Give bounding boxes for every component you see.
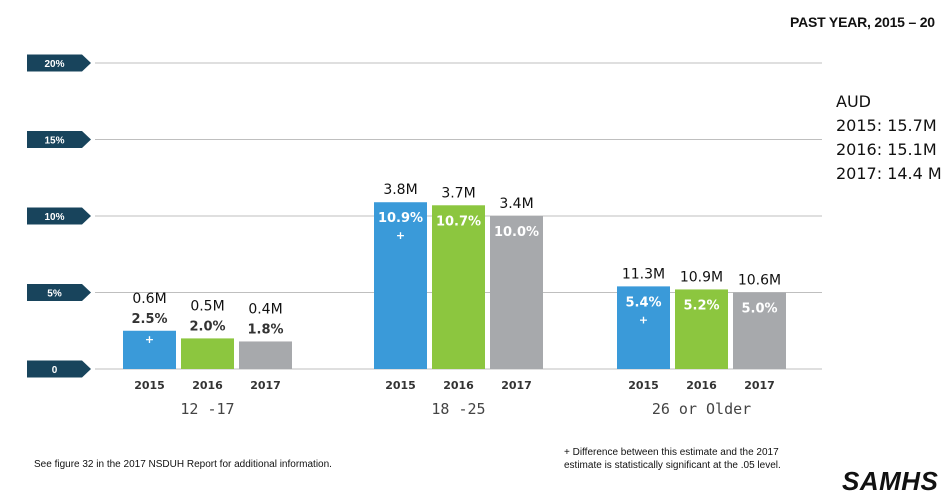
- samhsa-logo: SAMHS: [842, 466, 939, 496]
- footnote-significance: + Difference between this estimate and t…: [564, 447, 781, 471]
- bar-0-2017: [239, 341, 292, 369]
- y-tick-label-2: 10%: [44, 212, 64, 223]
- y-tick-badge-2: [27, 207, 82, 225]
- y-tick-badge-arrow-0: [82, 360, 91, 378]
- group-label-1: 18 -25: [431, 400, 485, 418]
- pct-label-1-2017: 10.0%: [494, 225, 539, 240]
- y-tick-badge-arrow-2: [82, 207, 91, 225]
- count-label-2-2017: 10.6M: [738, 273, 781, 289]
- x-year-label-0-2017: 2017: [250, 379, 281, 392]
- bar-0-2016: [181, 338, 234, 369]
- bar-0-2015: [123, 330, 176, 369]
- y-tick-badge-arrow-4: [82, 54, 91, 72]
- x-year-label-0-2016: 2016: [192, 379, 223, 392]
- pct-label-0-2017: 1.8%: [247, 322, 283, 337]
- y-tick-badge-4: [27, 54, 82, 72]
- footnote-report-reference: See figure 32 in the 2017 NSDUH Report f…: [34, 459, 332, 470]
- y-tick-label-3: 15%: [44, 136, 64, 147]
- significance-marker-0-2015: +: [145, 333, 154, 346]
- pct-label-1-2015: 10.9%: [378, 211, 423, 226]
- pct-label-2-2015: 5.4%: [625, 295, 661, 310]
- bar-2-2015: [617, 286, 670, 369]
- bar-2-2017: [733, 292, 786, 369]
- aud-line-2016: 2016: 15.1M: [836, 140, 937, 159]
- aud-title: AUD: [836, 92, 871, 111]
- x-year-label-1-2017: 2017: [501, 379, 532, 392]
- count-label-2-2015: 11.3M: [622, 266, 665, 282]
- count-label-0-2016: 0.5M: [190, 298, 224, 314]
- count-label-0-2015: 0.6M: [132, 291, 166, 307]
- y-tick-badge-1: [27, 284, 82, 301]
- bar-1-2015: [374, 202, 427, 369]
- x-year-label-1-2015: 2015: [385, 379, 416, 392]
- y-tick-label-4: 20%: [44, 59, 64, 70]
- count-label-2-2016: 10.9M: [680, 269, 723, 285]
- bar-1-2016: [432, 205, 485, 369]
- count-label-1-2015: 3.8M: [383, 182, 417, 198]
- bar-2-2016: [675, 289, 728, 369]
- aud-line-2015: 2015: 15.7M: [836, 116, 937, 135]
- x-year-label-2-2015: 2015: [628, 379, 659, 392]
- y-tick-label-0: 0: [52, 365, 58, 376]
- significance-marker-1-2015: +: [396, 229, 405, 242]
- count-label-0-2017: 0.4M: [248, 301, 282, 317]
- group-label-0: 12 -17: [180, 400, 234, 418]
- x-year-label-1-2016: 2016: [443, 379, 474, 392]
- x-year-label-0-2015: 2015: [134, 379, 165, 392]
- y-tick-badge-3: [27, 131, 82, 148]
- y-tick-badge-arrow-3: [82, 131, 91, 148]
- y-tick-label-1: 5%: [47, 289, 62, 300]
- count-label-1-2017: 3.4M: [499, 196, 533, 212]
- aud-line-2017: 2017: 14.4 M: [836, 164, 942, 183]
- x-year-label-2-2016: 2016: [686, 379, 717, 392]
- x-year-label-2-2017: 2017: [744, 379, 775, 392]
- significance-marker-2-2015: +: [639, 313, 648, 326]
- pct-label-2-2017: 5.0%: [741, 302, 777, 317]
- pct-label-0-2016: 2.0%: [189, 319, 225, 334]
- pct-label-1-2016: 10.7%: [436, 214, 481, 229]
- aud-summary-box: AUD 2015: 15.7M 2016: 15.1M 2017: 14.4 M: [836, 90, 942, 186]
- count-label-1-2016: 3.7M: [441, 185, 475, 201]
- y-tick-badge-0: [27, 360, 82, 378]
- chart-header-title: PAST YEAR, 2015 – 20: [790, 14, 935, 30]
- bar-1-2017: [490, 216, 543, 369]
- group-label-2: 26 or Older: [652, 400, 751, 418]
- pct-label-0-2015: 2.5%: [131, 312, 167, 327]
- y-tick-badge-arrow-1: [82, 284, 91, 301]
- pct-label-2-2016: 5.2%: [683, 298, 719, 313]
